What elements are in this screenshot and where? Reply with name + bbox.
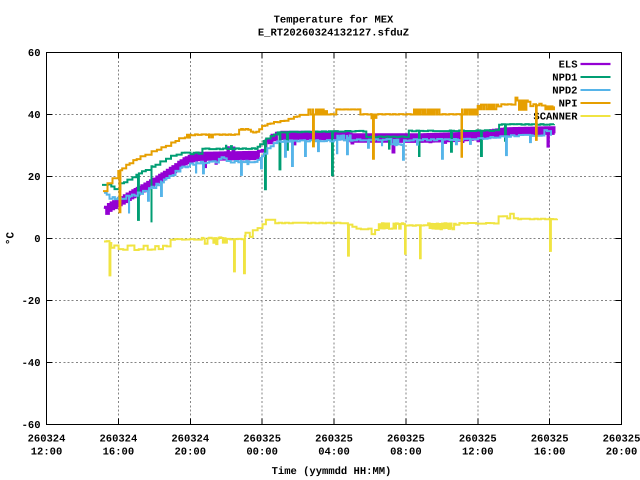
svg-text:260324: 260324 — [28, 434, 66, 446]
svg-text:260325: 260325 — [459, 434, 497, 446]
svg-text:°C: °C — [6, 232, 18, 246]
svg-text:ELS: ELS — [559, 60, 578, 72]
svg-text:12:00: 12:00 — [31, 447, 63, 459]
svg-text:E_RT20260324132127.sfduZ: E_RT20260324132127.sfduZ — [258, 28, 409, 40]
svg-text:20:00: 20:00 — [174, 447, 206, 459]
svg-text:16:00: 16:00 — [103, 447, 135, 459]
svg-text:-60: -60 — [22, 420, 41, 432]
svg-text:-20: -20 — [22, 296, 41, 308]
svg-text:16:00: 16:00 — [534, 447, 566, 459]
svg-text:NPD1: NPD1 — [552, 73, 577, 85]
svg-text:0: 0 — [34, 234, 40, 246]
svg-text:260325: 260325 — [531, 434, 569, 446]
svg-text:20: 20 — [28, 172, 41, 184]
svg-text:NPD2: NPD2 — [552, 86, 577, 98]
svg-text:NPI: NPI — [559, 99, 578, 111]
svg-text:Temperature for MEX: Temperature for MEX — [274, 15, 394, 27]
svg-text:260324: 260324 — [171, 434, 209, 446]
svg-text:20:00: 20:00 — [606, 447, 638, 459]
svg-text:08:00: 08:00 — [390, 447, 422, 459]
svg-text:-40: -40 — [22, 358, 41, 370]
svg-text:12:00: 12:00 — [462, 447, 494, 459]
svg-text:60: 60 — [28, 48, 41, 60]
svg-text:Time (yymmdd HH:MM): Time (yymmdd HH:MM) — [272, 466, 392, 478]
svg-text:04:00: 04:00 — [318, 447, 350, 459]
svg-text:260325: 260325 — [315, 434, 353, 446]
svg-text:00:00: 00:00 — [246, 447, 278, 459]
svg-text:SCANNER: SCANNER — [533, 112, 578, 124]
svg-text:260325: 260325 — [243, 434, 281, 446]
svg-text:40: 40 — [28, 110, 41, 122]
svg-text:260325: 260325 — [387, 434, 425, 446]
svg-text:260325: 260325 — [603, 434, 640, 446]
svg-text:260324: 260324 — [99, 434, 137, 446]
